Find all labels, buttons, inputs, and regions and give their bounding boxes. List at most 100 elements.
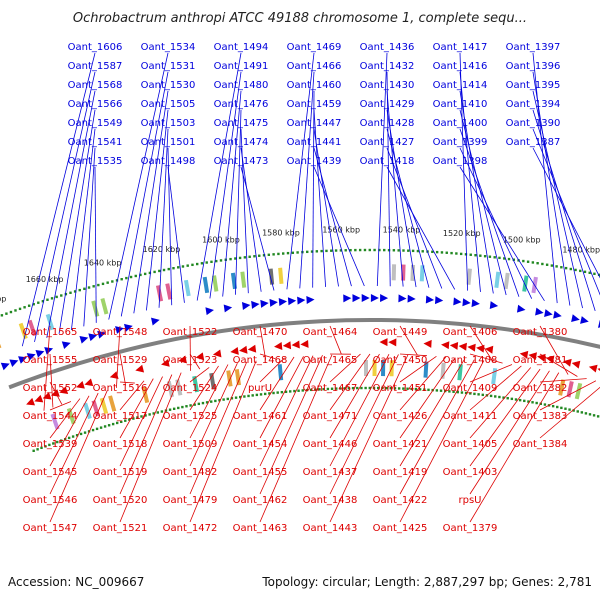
forward-leader-line [459,109,507,296]
reverse-gene-label: Oant_1380 [513,327,568,338]
forward-gene-label: Oant_1459 [287,99,342,110]
inner-tick-dot [226,397,229,401]
inner-tick-dot [251,394,254,397]
inner-tick-dot [364,386,367,390]
reverse-leader-line [469,372,560,523]
forward-gene-label: Oant_1491 [214,61,269,72]
tick-dot [238,256,242,260]
forward-leader-line [532,52,558,304]
feature-block-rect [18,322,28,340]
forward-gene-label: Oant_1387 [506,137,561,148]
forward-gene-arrow [553,310,562,319]
reverse-gene-arrow [484,345,494,354]
reverse-gene-arrow [476,344,485,353]
inner-tick-dot [414,387,418,391]
inner-tick-dot [289,390,292,393]
reverse-leader-line [49,395,90,467]
feature-block [363,360,369,377]
tick-dot [46,298,49,301]
reverse-gene-label: Oant_1409 [443,383,498,394]
feature-block-rect [268,268,275,285]
forward-leader-line [313,166,365,287]
forward-leader-line [386,147,443,289]
feature-block-rect [363,360,369,377]
inner-tick-dot [423,388,426,391]
reverse-gene-arrow [239,345,248,354]
tick-dot [392,249,396,252]
tick-dot [531,261,535,264]
reverse-leader-line [539,380,597,411]
inner-tick-dot [539,402,542,405]
kbp-label-group: 1680 kbp 1660 kbp 1640 kbp 1620 kbp 1600 kbp… [0,225,600,303]
reverse-leader-line [43,325,51,411]
feature-block [466,268,472,285]
feature-block [574,382,583,400]
kbp-label: 1520 kbp [443,229,481,238]
tick-dot [387,248,391,252]
forward-gene-label: Oant_1541 [68,137,123,148]
reverse-leader-line [399,355,437,383]
tick-dot [363,248,367,252]
feature-block-rect [558,379,566,396]
inner-tick-dot [111,422,115,426]
forward-leader-line [46,90,96,338]
forward-label-lines [21,52,600,347]
reverse-leader-line [119,378,154,439]
inner-tick-dot [584,412,588,415]
tick-dot [503,257,506,260]
reverse-gene-label: Oant_1425 [373,523,428,534]
reverse-gene-arrow [178,355,187,364]
reverse-gene-label: Oant_1465 [303,355,358,366]
feature-block [83,402,92,420]
tick-dot [253,255,256,258]
tick-dot [555,265,558,268]
inner-tick-dot [406,387,409,390]
inner-tick-dot [120,420,123,424]
forward-gene-label: Oant_1427 [360,137,415,148]
inner-tick-dot [103,425,107,428]
reverse-gene-arrow [135,364,145,373]
tick-dot [229,257,232,261]
forward-gene-arrow [260,299,269,308]
accession-text: Accession: NC_009667 [8,575,144,589]
reverse-gene-label: Oant_1555 [23,355,78,366]
inner-tick-dot [464,391,468,395]
forward-leader-line [532,147,600,279]
inner-tick-dot [136,416,139,419]
inner-tick-dot [393,387,397,390]
forward-gene-label: Oant_1447 [287,118,342,129]
reverse-gene-label: Oant_1470 [233,327,288,338]
tick-dot [101,282,105,286]
inner-tick-dot [48,443,51,447]
inner-tick-dot [40,446,43,450]
inner-tick-dot [543,403,547,406]
feature-block [278,267,284,284]
reverse-gene-label: Oant_1463 [233,523,288,534]
feature-block [268,268,275,285]
inner-tick-dot [376,386,380,390]
forward-gene-label: Oant_1394 [506,99,561,110]
forward-gene-label: Oant_1439 [287,156,342,167]
feature-block [66,407,76,425]
forward-gene-arrow-shape [260,299,269,308]
inner-tick-dot [452,390,455,393]
inner-tick-dot [280,390,284,394]
inner-tick-dot [56,440,59,444]
inner-tick-dot [506,397,509,400]
forward-gene-arrow [223,304,233,313]
inner-tick-dot [218,399,221,402]
reverse-gene-arrow [230,346,239,355]
kbp-label: 1560 kbp [322,225,360,234]
inner-tick-dot [128,418,131,421]
feature-block-rect [491,367,498,385]
forward-gene-arrow [278,298,288,307]
inner-tick-dot [518,398,522,402]
reverse-gene-arrow-shape [519,350,529,359]
inner-tick-dot [309,388,313,392]
inner-tick-dot [52,442,55,445]
feature-block [419,265,425,282]
feature-block [202,276,210,294]
forward-gene-arrow [453,297,462,306]
tick-dot [583,270,587,274]
forward-gene-label: Oant_1410 [433,99,488,110]
